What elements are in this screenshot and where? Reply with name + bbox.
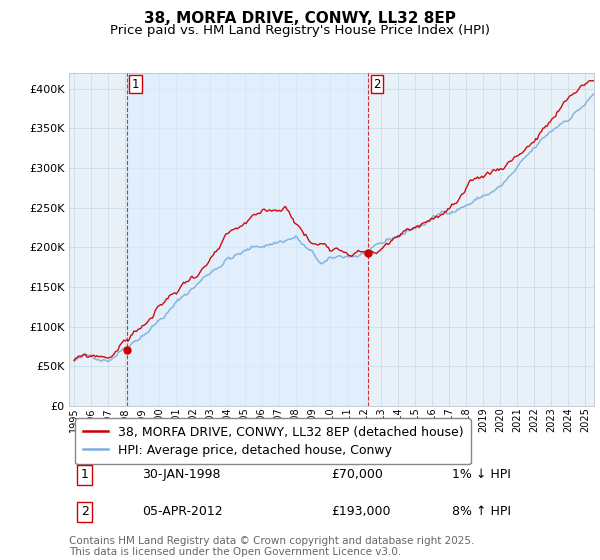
Text: 05-APR-2012: 05-APR-2012 [143, 505, 223, 518]
Text: Price paid vs. HM Land Registry's House Price Index (HPI): Price paid vs. HM Land Registry's House … [110, 24, 490, 36]
Text: 2: 2 [374, 78, 381, 91]
Text: Contains HM Land Registry data © Crown copyright and database right 2025.
This d: Contains HM Land Registry data © Crown c… [69, 535, 475, 557]
Text: 1: 1 [81, 468, 89, 481]
Text: 1: 1 [132, 78, 139, 91]
Legend: 38, MORFA DRIVE, CONWY, LL32 8EP (detached house), HPI: Average price, detached : 38, MORFA DRIVE, CONWY, LL32 8EP (detach… [75, 418, 471, 464]
Text: 30-JAN-1998: 30-JAN-1998 [143, 468, 221, 481]
Text: 38, MORFA DRIVE, CONWY, LL32 8EP: 38, MORFA DRIVE, CONWY, LL32 8EP [144, 11, 456, 26]
Text: 8% ↑ HPI: 8% ↑ HPI [452, 505, 511, 518]
Text: £193,000: £193,000 [331, 505, 391, 518]
Text: 2: 2 [81, 505, 89, 518]
Text: 1% ↓ HPI: 1% ↓ HPI [452, 468, 511, 481]
Text: £70,000: £70,000 [331, 468, 383, 481]
Bar [127, 73, 368, 406]
